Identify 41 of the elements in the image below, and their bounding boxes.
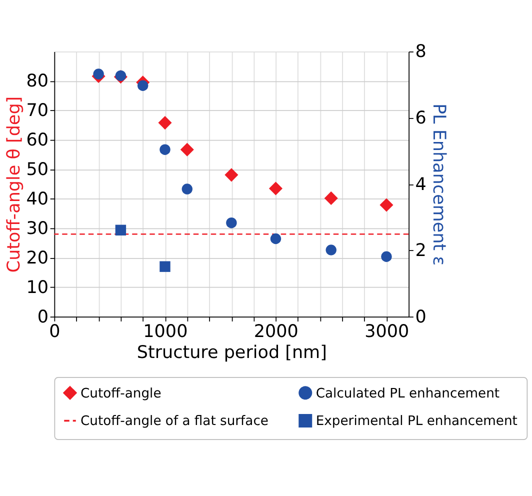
point	[268, 182, 283, 196]
point	[115, 70, 126, 82]
y2-tick-label: 2	[415, 241, 426, 262]
point	[226, 217, 237, 228]
x-tick-label: 2000	[254, 322, 298, 342]
y-axis-title: Cutoff-angle θ [deg]	[4, 96, 24, 273]
point	[324, 191, 338, 205]
y2-tick-label: 0	[415, 307, 426, 328]
y2-tick-label: 6	[415, 108, 426, 128]
point	[224, 168, 238, 182]
y-tick-label: 60	[26, 130, 49, 151]
point	[380, 198, 394, 212]
y2-axis-title: PL Enhancement ε	[428, 103, 448, 266]
y-tick-label: 10	[26, 278, 49, 298]
y-tick-label: 30	[26, 218, 49, 239]
point	[158, 116, 172, 130]
point	[381, 251, 392, 262]
y2-tick-label: 4	[415, 174, 426, 195]
x-axis-title: Structure period [nm]	[136, 343, 327, 364]
legend-label: Cutoff-angle	[80, 386, 162, 402]
point	[160, 144, 170, 155]
point	[137, 80, 148, 91]
x-tick-label: 1000	[143, 322, 188, 342]
y-tick-label: 40	[26, 189, 49, 210]
y-tick-label: 0	[37, 307, 49, 328]
y-tick-label: 70	[26, 101, 49, 122]
point	[93, 68, 104, 80]
legend-label: Calculated PL enhancement	[316, 386, 500, 402]
point	[160, 261, 170, 272]
legend-label: Cutoff-angle of a flat surface	[80, 414, 268, 430]
point	[270, 233, 282, 244]
y2-tick-label: 8	[415, 42, 426, 62]
point	[326, 244, 336, 256]
x-tick-label: 3000	[364, 322, 410, 342]
point	[182, 184, 192, 194]
y-tick-label: 80	[26, 72, 49, 92]
point	[180, 142, 194, 156]
legend-label: Experimental PL enhancement	[316, 414, 518, 430]
y-tick-label: 50	[26, 160, 49, 180]
y-tick-label: 20	[26, 248, 49, 268]
point	[115, 224, 126, 236]
